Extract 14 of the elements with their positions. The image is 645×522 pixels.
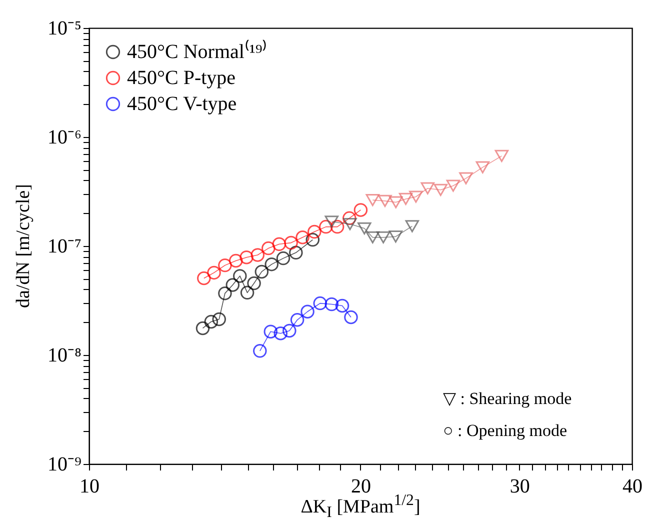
legend-label: 450°C P-type (127, 67, 236, 89)
y-tick-label: 10⁻⁸ (48, 344, 82, 366)
y-tick-label: 10⁻⁹ (48, 454, 82, 476)
y-tick-label: 10⁻⁵ (48, 18, 82, 40)
annotation: ○ : Opening mode (443, 421, 568, 441)
legend-label: 450°C V-type (127, 93, 237, 115)
y-axis-title: da/dN [m/cycle] (13, 184, 35, 308)
annotation: ▽ : Shearing mode (443, 388, 572, 409)
legend-label: 450°C Normal⁽¹⁹⁾ (127, 39, 268, 63)
x-tick-label: 10 (80, 476, 100, 498)
y-tick-label: 10⁻⁷ (48, 236, 82, 258)
x-tick-label: 30 (510, 476, 530, 498)
x-tick-label: 40 (622, 476, 642, 498)
y-tick-label: 10⁻⁶ (48, 126, 82, 148)
